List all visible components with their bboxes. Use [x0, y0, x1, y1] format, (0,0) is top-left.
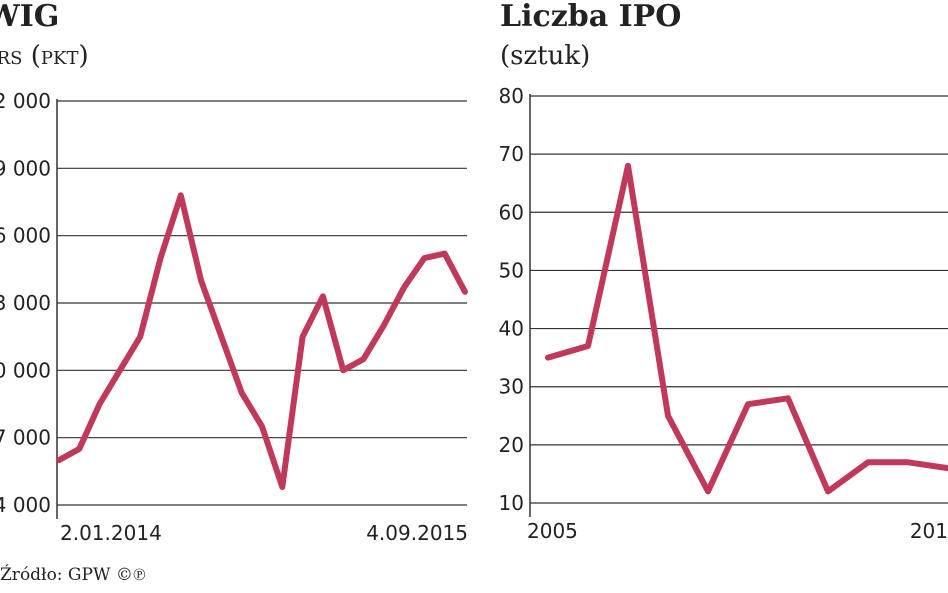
x-tick-label: 2005	[527, 519, 578, 543]
x-tick-label: 201	[910, 519, 948, 543]
y-tick-label: 80	[499, 84, 524, 108]
y-tick-label: 47 000	[0, 426, 51, 450]
y-tick-label: 50	[499, 258, 524, 282]
y-tick-label: 59 000	[0, 156, 51, 180]
y-tick-label: 70	[499, 142, 524, 166]
y-tick-label: 30	[499, 375, 524, 399]
ipo-chart: 10 20 30 40 50 60 70 80 2005 201	[499, 84, 948, 543]
y-tick-label: 56 000	[0, 224, 51, 248]
wig-chart-title: WIG	[0, 0, 60, 34]
y-tick-label: 62 000	[0, 89, 51, 113]
y-tick-label: 20	[499, 433, 524, 457]
y-tick-label: 53 000	[0, 291, 51, 315]
ipo-chart-title: Liczba IPO	[500, 0, 682, 34]
x-tick-label: 2.01.2014	[60, 521, 162, 545]
y-tick-label: 44 000	[0, 493, 51, 517]
y-tick-label: 50 000	[0, 358, 51, 382]
ipo-chart-subtitle: (sztuk)	[500, 41, 591, 71]
series-line	[56, 192, 468, 490]
wig-chart-subtitle: Kurs (pkt)	[0, 41, 89, 71]
y-tick-label: 40	[499, 317, 524, 341]
y-tick-label: 10	[499, 491, 524, 515]
x-tick-label: 4.09.2015	[366, 521, 468, 545]
y-tick-label: 60	[499, 200, 524, 224]
source-note: Źródło: GPW ©℗	[0, 565, 146, 585]
wig-chart: 44 000 47 000 50 000 53 000 56 000 59 000 62 0…	[0, 89, 468, 545]
